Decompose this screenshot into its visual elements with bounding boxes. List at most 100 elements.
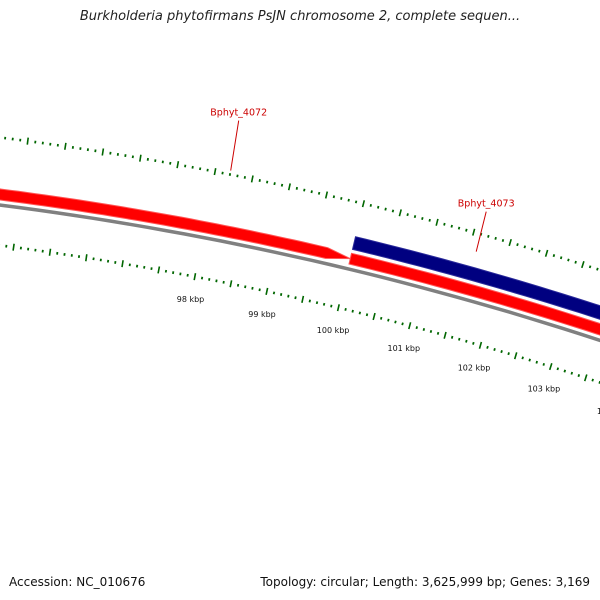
inner-major-tick — [265, 287, 269, 295]
inner-minor-tick — [236, 283, 240, 287]
outer-minor-tick — [559, 256, 563, 260]
outer-minor-tick — [354, 200, 358, 204]
inner-major-tick — [193, 273, 197, 281]
outer-minor-tick — [369, 203, 372, 207]
inner-major-tick — [478, 341, 483, 349]
inner-minor-tick — [429, 329, 433, 333]
inner-minor-tick — [591, 378, 594, 382]
inner-minor-tick — [493, 347, 496, 351]
outer-minor-tick — [340, 196, 343, 200]
gene-leader-line — [230, 120, 240, 171]
inner-minor-tick — [401, 322, 404, 326]
inner-minor-tick — [251, 286, 254, 290]
ruler-tick-label: 99 kbp — [248, 310, 276, 319]
outer-minor-tick — [377, 205, 380, 209]
inner-major-tick — [12, 243, 15, 251]
outer-minor-tick — [273, 182, 276, 186]
outer-major-tick — [581, 260, 585, 269]
inner-minor-tick — [280, 293, 283, 296]
gene-track — [0, 187, 600, 398]
outer-minor-tick — [310, 190, 313, 194]
gene-label: Bphyt_4073 — [458, 199, 515, 210]
inner-minor-tick — [92, 257, 95, 261]
inner-minor-tick — [436, 331, 440, 335]
ruler-tick-label: 102 kbp — [458, 363, 491, 372]
outer-minor-tick — [258, 179, 261, 182]
inner-minor-tick — [164, 269, 168, 273]
inner-major-tick — [336, 304, 340, 312]
outer-minor-tick — [317, 191, 321, 195]
outer-major-tick — [101, 148, 105, 156]
inner-minor-tick — [222, 280, 225, 284]
outer-minor-tick — [552, 254, 556, 258]
inner-minor-tick — [577, 374, 581, 378]
outer-minor-tick — [236, 174, 239, 178]
ruler-tick-label: 101 kbp — [387, 344, 420, 353]
outer-minor-tick — [443, 222, 446, 226]
outer-minor-tick — [428, 218, 431, 222]
inner-minor-tick — [272, 291, 276, 295]
inner-minor-tick — [258, 288, 261, 292]
outer-minor-tick — [457, 226, 461, 230]
inner-minor-tick — [422, 328, 426, 332]
inner-minor-tick — [106, 259, 110, 263]
inner-major-tick — [513, 352, 518, 360]
inner-major-tick — [229, 280, 233, 288]
gene-arrow-bphyt-4072[interactable] — [0, 187, 351, 260]
outer-minor-tick — [191, 165, 194, 169]
inner-minor-tick — [330, 304, 333, 308]
inner-minor-tick — [465, 339, 468, 343]
outer-major-tick — [139, 154, 142, 162]
ruler-tick-label: 103 kbp — [528, 385, 561, 394]
gene-arrow-bphyt-4073[interactable] — [351, 236, 600, 384]
outer-minor-tick — [243, 176, 246, 179]
gene-labels: Bphyt_4072 Bphyt_4073 — [210, 108, 515, 252]
outer-minor-tick — [406, 213, 409, 217]
outer-minor-tick — [421, 216, 424, 220]
inner-minor-tick — [521, 356, 524, 360]
inner-minor-tick — [472, 341, 475, 345]
inner-tick-ring — [0, 243, 600, 384]
inner-minor-tick — [172, 271, 175, 275]
gene-label: Bphyt_4072 — [210, 108, 267, 119]
inner-minor-tick — [528, 358, 531, 362]
inner-minor-tick — [208, 278, 211, 281]
ruler-tick-label: 104 kbp — [597, 407, 600, 416]
inner-major-tick — [372, 312, 376, 321]
outer-minor-tick — [295, 186, 298, 190]
gene-leader-line — [475, 211, 487, 252]
outer-major-tick — [250, 175, 254, 183]
outer-major-tick — [64, 142, 67, 150]
inner-minor-tick — [322, 302, 326, 306]
inner-minor-tick — [200, 276, 204, 280]
outer-major-tick — [361, 200, 366, 208]
inner-major-tick — [548, 362, 553, 371]
inner-minor-tick — [563, 369, 567, 373]
outer-minor-tick — [332, 195, 336, 199]
inner-minor-tick — [358, 311, 362, 315]
inner-minor-tick — [186, 273, 189, 277]
map-title: Burkholderia phytofirmans PsJN chromosom… — [79, 9, 521, 24]
inner-minor-tick — [486, 345, 489, 349]
genome-summary-text: Topology: circular; Length: 3,625,999 bp… — [260, 575, 590, 589]
inner-minor-tick — [415, 326, 418, 330]
outer-tick-ring — [4, 136, 599, 271]
outer-minor-tick — [146, 157, 149, 161]
inner-minor-tick — [535, 360, 538, 364]
inner-minor-tick — [507, 352, 510, 356]
outer-minor-tick — [199, 167, 202, 171]
inner-minor-tick — [458, 337, 461, 341]
outer-minor-tick — [538, 249, 541, 253]
outer-minor-tick — [413, 215, 417, 219]
outer-minor-tick — [266, 180, 269, 184]
outer-minor-tick — [280, 183, 284, 187]
inner-minor-tick — [294, 296, 297, 300]
gene-arrow-unlabeled-2[interactable] — [348, 252, 600, 398]
outer-major-tick — [176, 161, 180, 169]
inner-minor-tick — [135, 264, 139, 268]
outer-minor-tick — [347, 198, 350, 202]
outer-minor-tick — [303, 188, 306, 192]
inner-major-tick — [121, 260, 124, 268]
outer-minor-tick — [523, 245, 527, 249]
accession-text: Accession: NC_010676 — [9, 575, 146, 589]
